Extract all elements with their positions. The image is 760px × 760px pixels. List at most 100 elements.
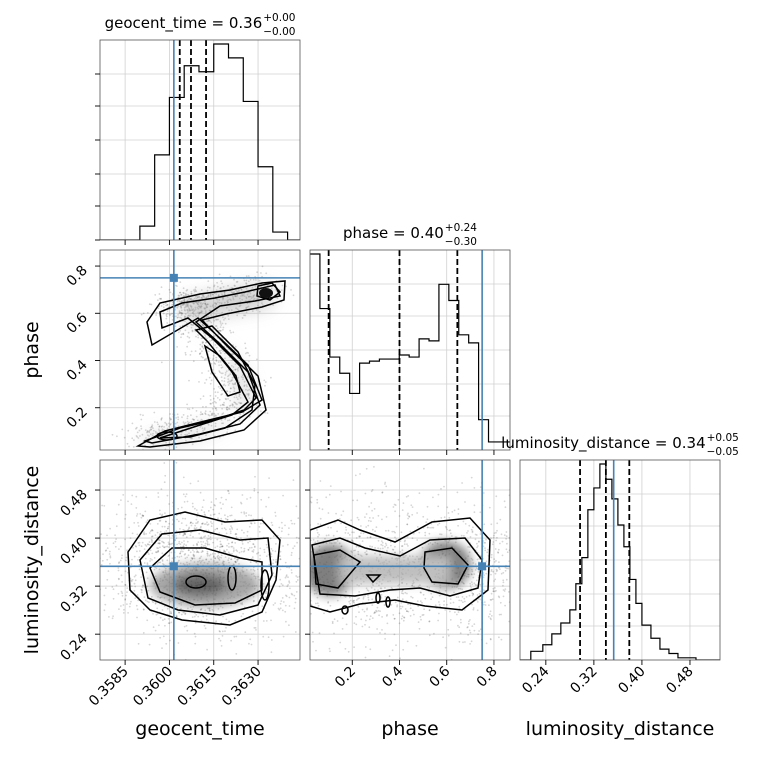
sample-point	[209, 610, 211, 612]
sample-point	[521, 562, 523, 564]
sample-point	[224, 357, 226, 360]
sample-point	[386, 622, 389, 625]
sample-point	[291, 541, 293, 543]
sample-point	[392, 548, 395, 551]
sample-point	[271, 557, 273, 559]
sample-point	[200, 607, 203, 610]
sample-point	[223, 319, 225, 321]
sample-point	[282, 550, 284, 552]
sample-point	[132, 546, 134, 549]
sample-point	[167, 555, 170, 557]
sample-point	[176, 555, 179, 558]
sample-point	[533, 538, 535, 540]
sample-point	[202, 294, 205, 296]
sample-point	[285, 595, 288, 598]
sample-point	[236, 403, 238, 406]
sample-point	[121, 554, 123, 557]
sample-point	[168, 425, 170, 428]
sample-point	[508, 620, 510, 623]
sample-point	[265, 620, 268, 622]
sample-point	[211, 553, 214, 555]
sample-point	[230, 506, 233, 509]
sample-point	[426, 505, 429, 508]
sample-point	[184, 613, 187, 615]
sample-point	[48, 563, 50, 565]
sample-point	[166, 494, 169, 497]
sample-point	[367, 596, 370, 599]
sample-point	[335, 512, 337, 515]
sample-point	[457, 587, 460, 590]
sample-point	[352, 599, 355, 602]
sample-point	[127, 500, 129, 503]
sample-point	[197, 296, 199, 299]
sample-point	[227, 378, 230, 380]
x-tick-label: 0.3600	[130, 664, 176, 710]
sample-point	[476, 545, 479, 547]
sample-point	[397, 498, 400, 501]
sample-point	[234, 619, 237, 622]
sample-point	[485, 560, 488, 563]
sample-point	[187, 341, 190, 343]
sample-point	[510, 530, 512, 532]
sample-point	[274, 602, 276, 604]
sample-point	[207, 370, 210, 372]
sample-point	[143, 532, 145, 535]
sample-point	[403, 540, 406, 543]
sample-point	[303, 578, 305, 580]
sample-point	[243, 279, 246, 282]
sample-point	[225, 398, 228, 401]
sample-point	[205, 434, 207, 437]
sample-point	[166, 451, 168, 453]
sample-point	[191, 330, 194, 333]
sample-point	[713, 555, 715, 557]
sample-point	[348, 596, 351, 599]
sample-point	[515, 639, 517, 641]
sample-point	[144, 599, 147, 602]
sample-point	[392, 614, 395, 616]
sample-point	[155, 613, 158, 616]
sample-point	[186, 556, 189, 559]
sample-point	[357, 553, 360, 556]
sample-point	[199, 557, 202, 559]
sample-point	[213, 405, 216, 408]
sample-point	[528, 594, 530, 596]
sample-point	[228, 557, 230, 559]
sample-point	[111, 617, 114, 620]
sample-point	[159, 561, 162, 564]
sample-point	[234, 285, 236, 287]
sample-point	[293, 557, 295, 559]
sample-point	[459, 587, 462, 590]
sample-point	[255, 561, 258, 564]
sample-point	[148, 553, 150, 555]
sample-point	[162, 312, 165, 315]
contour-dot	[375, 592, 381, 604]
sample-point	[175, 514, 178, 517]
sample-point	[167, 445, 170, 447]
sample-point	[101, 559, 104, 562]
sample-point	[449, 529, 452, 532]
contour-right	[423, 547, 469, 585]
sample-point	[377, 547, 379, 550]
hist-bar	[469, 343, 479, 450]
sample-point	[223, 404, 226, 406]
sample-point	[275, 591, 277, 593]
sample-point	[137, 599, 140, 602]
sample-point	[373, 588, 376, 591]
sample-point	[150, 426, 153, 428]
sample-point	[151, 529, 154, 532]
sample-point	[281, 597, 284, 599]
sample-point	[409, 530, 412, 533]
sample-point	[203, 536, 205, 538]
sample-point	[331, 620, 334, 623]
sample-point	[405, 599, 408, 602]
x-tick-label: 0.8	[474, 664, 501, 691]
sample-point	[394, 551, 396, 554]
sample-point	[138, 550, 141, 552]
sample-point	[170, 612, 173, 615]
sample-point	[187, 298, 190, 301]
sample-point	[138, 541, 141, 544]
sample-point	[536, 622, 538, 624]
sample-point	[228, 408, 231, 410]
sample-point	[412, 609, 414, 612]
sample-point	[253, 599, 255, 602]
